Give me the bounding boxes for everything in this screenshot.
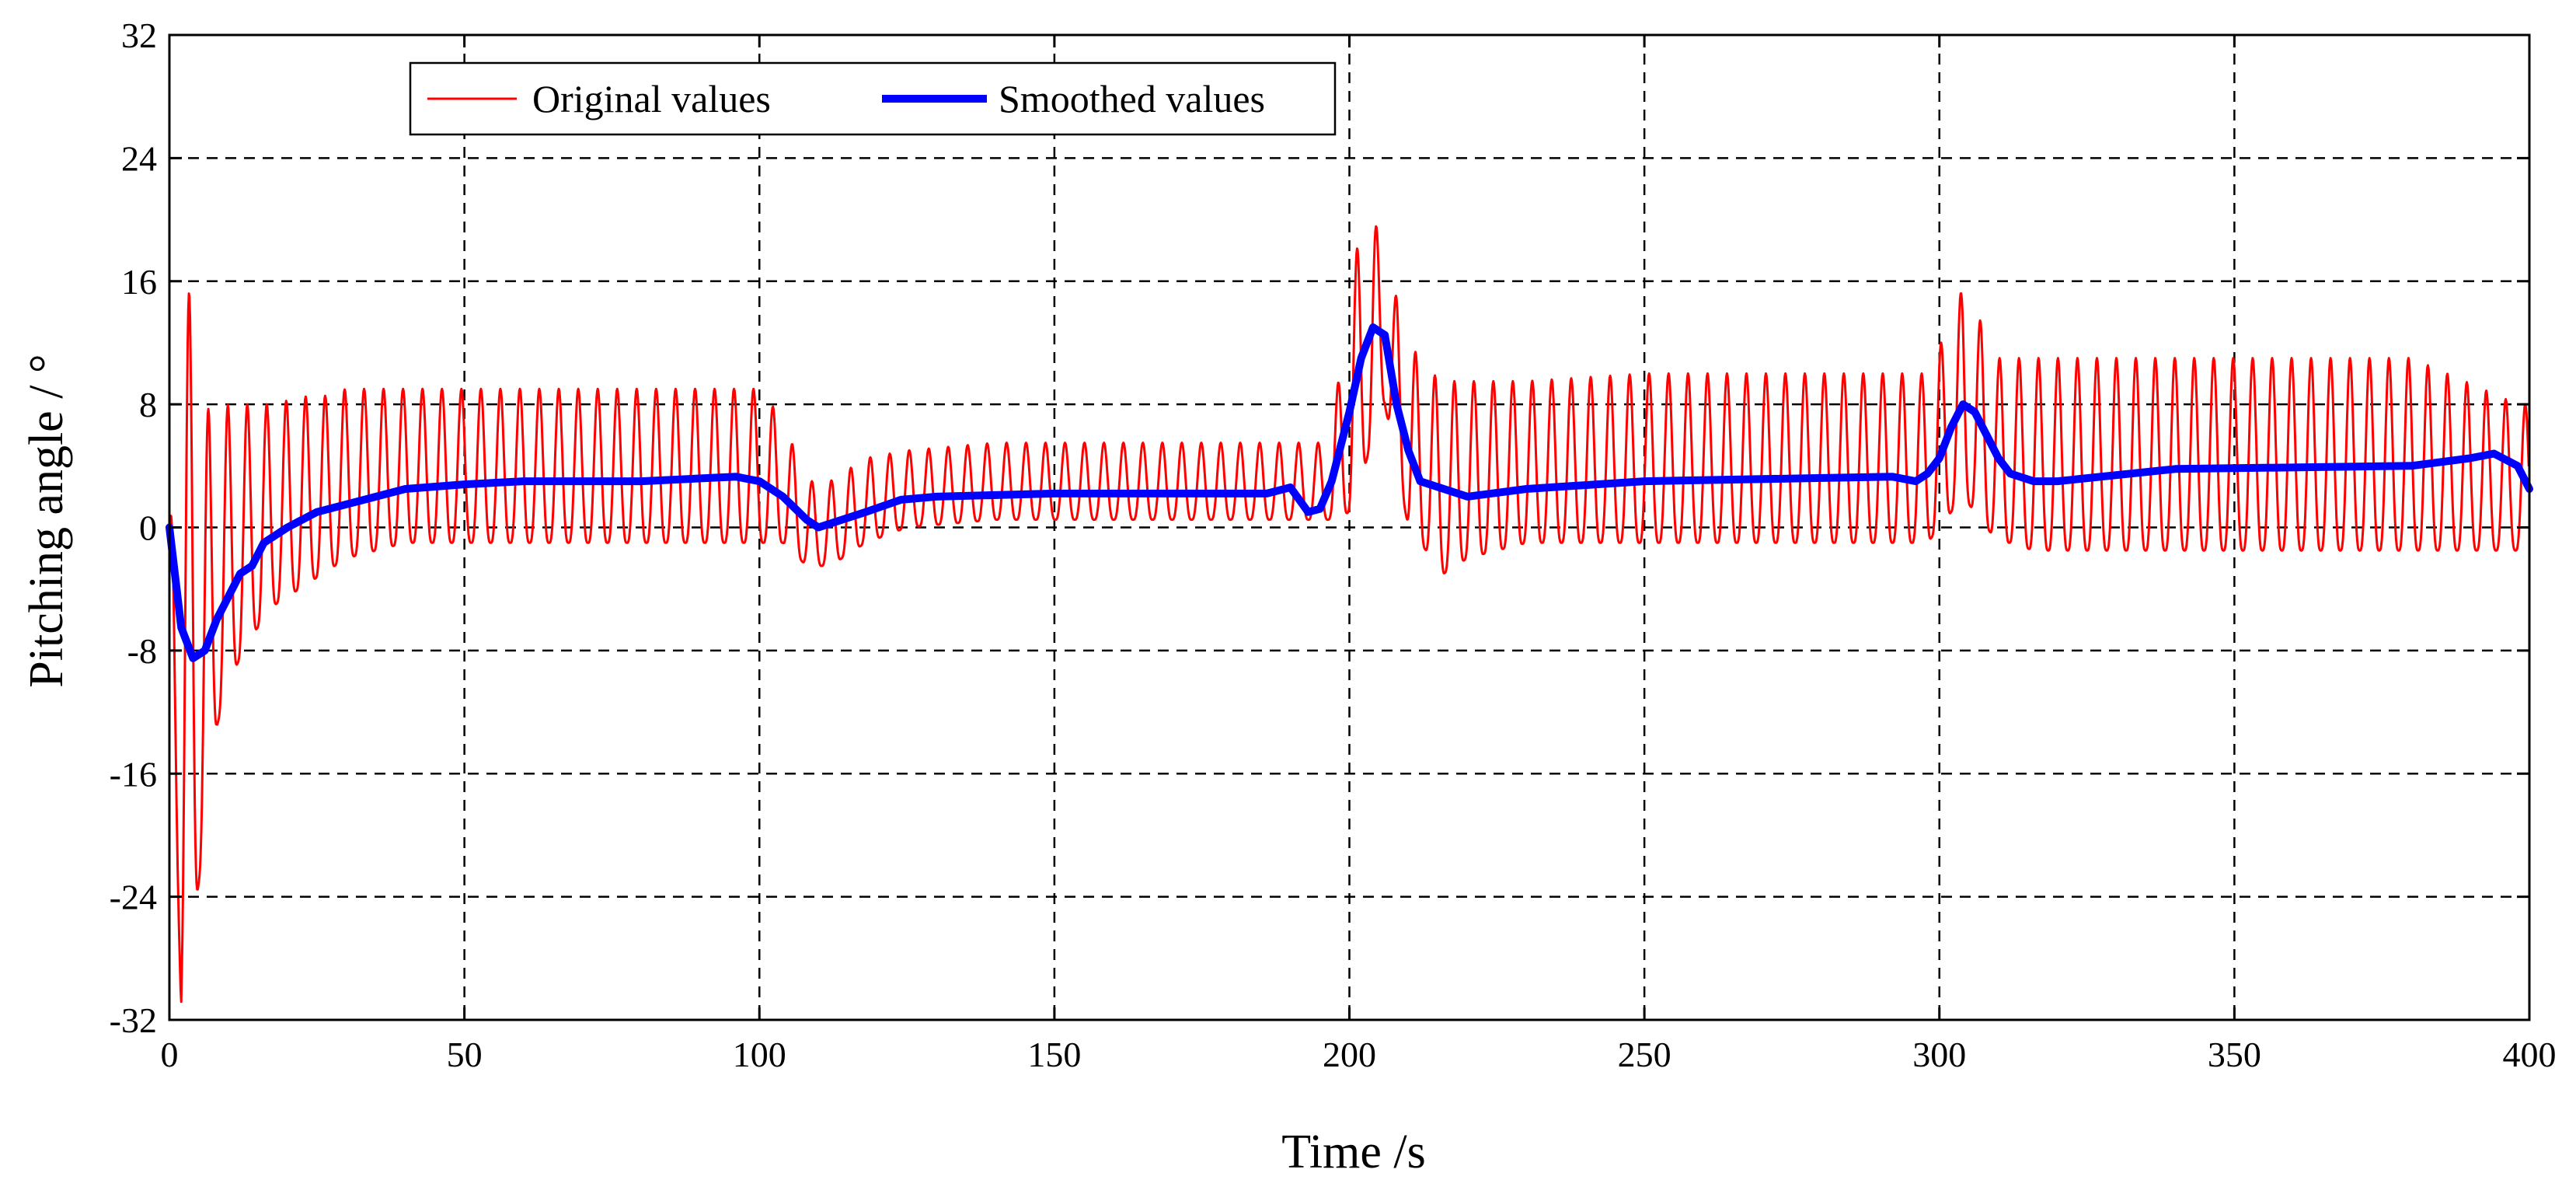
x-tick-label: 0 [161,1035,179,1074]
series-layer [166,225,2533,1004]
y-axis-tick-labels: -32 -24 -16 -8 0 8 16 24 32 [110,16,157,1040]
x-tick-label: 200 [1323,1035,1376,1074]
x-axis-title: Time /s [1281,1126,1426,1178]
legend-label-original-values: Original values [532,77,771,120]
series-line-original-values [168,225,2530,1004]
y-axis-title: Pitching angle / ° [20,354,73,687]
y-tick-label: -8 [127,631,157,671]
legend-box [409,61,1337,136]
y-tick-label: -24 [110,878,157,917]
x-tick-label: 150 [1027,1035,1081,1074]
x-tick-label: 100 [733,1035,786,1074]
y-tick-label: 8 [139,385,157,424]
x-tick-label: 300 [1912,1035,1966,1074]
y-tick-label: 16 [121,262,157,302]
series-line-smoothed-values [166,323,2533,662]
legend: Original values Smoothed values [409,61,1337,136]
grid-lines [169,35,2529,1020]
x-axis-tick-labels: 0 50 100 150 200 250 300 350 400 [161,1035,2557,1074]
x-tick-label: 400 [2503,1035,2557,1074]
y-tick-label: 24 [121,138,157,178]
axis-ticks [168,33,2531,1021]
y-tick-label: -32 [110,1000,157,1040]
x-tick-label: 350 [2208,1035,2261,1074]
x-tick-label: 50 [447,1035,483,1074]
y-tick-label: 0 [139,508,157,548]
x-tick-label: 250 [1618,1035,1671,1074]
y-tick-label: -16 [110,754,157,794]
y-tick-label: 32 [121,16,157,55]
legend-label-smoothed-values: Smoothed values [999,77,1265,120]
